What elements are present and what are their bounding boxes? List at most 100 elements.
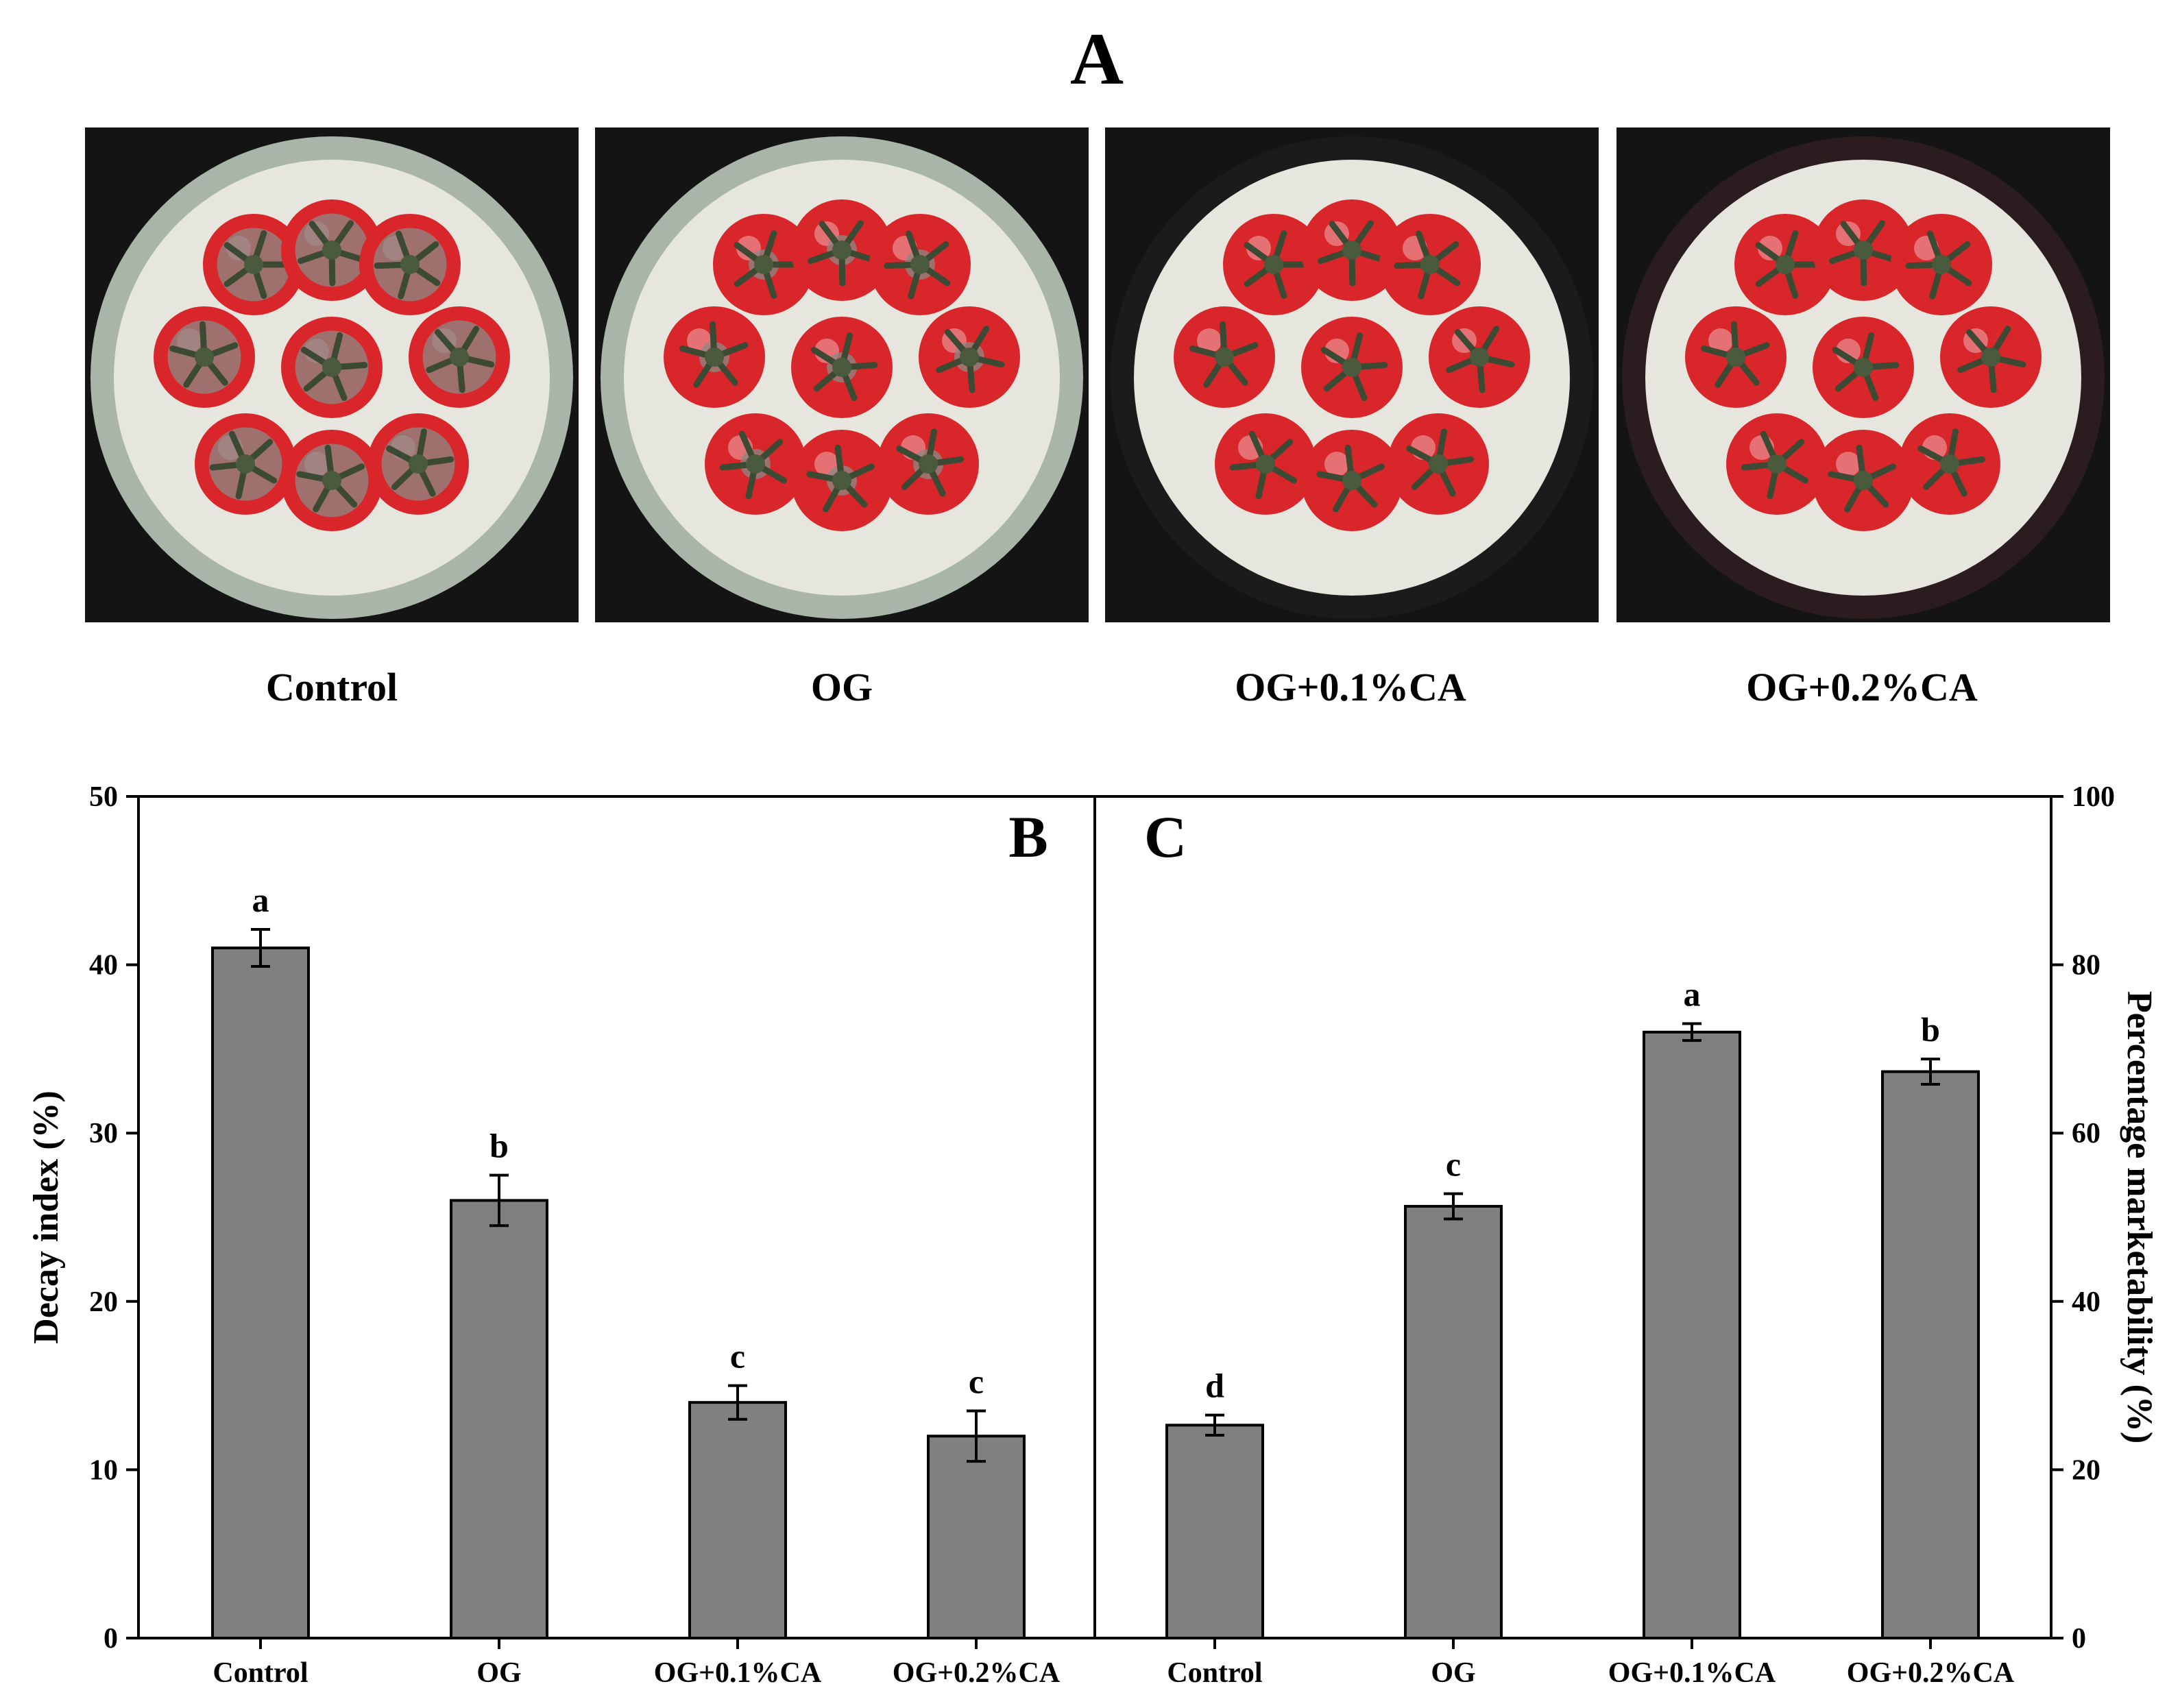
tomato [154, 306, 255, 408]
tomato [409, 306, 510, 408]
calyx [1316, 444, 1385, 513]
tomato [664, 306, 765, 408]
calyx-center [705, 347, 724, 367]
significance-letter: d [1205, 1367, 1224, 1405]
right-y-axis-title: Percentage marketability (%) [2120, 991, 2159, 1443]
calyx [806, 444, 875, 513]
panel-c-bars: d Control c OG a OG+0.1%CA b OG+0.2%CA [1165, 975, 2015, 1689]
tomato-highlight [1197, 328, 1222, 353]
bar-group-b-og-0-2-ca: c OG+0.2%CA [893, 1362, 1061, 1689]
tomato [705, 413, 806, 515]
calyx [1832, 332, 1900, 402]
panel-b-letter: B [1008, 804, 1047, 870]
x-tick-label: OG+0.1%CA [654, 1657, 822, 1689]
bar-group-b-og: b OG [450, 1127, 548, 1689]
tomato [1388, 413, 1489, 515]
calyx [719, 430, 788, 500]
calyx-center [450, 347, 469, 367]
tomato [713, 214, 814, 315]
y-tick-label: 20 [2072, 1454, 2100, 1486]
x-tick-label: OG+0.1%CA [1608, 1657, 1776, 1689]
x-tick-label: OG+0.2%CA [893, 1657, 1061, 1689]
calyx [1320, 332, 1388, 402]
panel-a-letter: A [1070, 19, 1124, 100]
calyx [298, 220, 367, 286]
tomato [281, 317, 383, 418]
x-tick-label: OG [476, 1657, 521, 1689]
calyx [1828, 444, 1897, 513]
bar-og-0-1-ca [688, 1401, 787, 1640]
calyx-center [322, 471, 341, 490]
y-tick-label: 30 [89, 1118, 118, 1149]
x-tick-label: Control [213, 1657, 308, 1689]
calyx-center [400, 255, 420, 274]
calyx-center [746, 454, 765, 474]
calyx [1741, 430, 1809, 500]
tomato [1813, 199, 1914, 301]
y-tick-label: 10 [89, 1454, 118, 1486]
calyx [1229, 430, 1298, 500]
tomato [1891, 214, 1992, 315]
tomato [1301, 199, 1403, 301]
calyx-center [322, 358, 341, 377]
calyx-center [1342, 471, 1361, 490]
calyx [300, 332, 368, 402]
tomato [281, 199, 383, 301]
bar-group-b-control: a Control [211, 881, 310, 1689]
calyx [1755, 230, 1821, 300]
tomato [1726, 413, 1828, 515]
photo-og [595, 127, 1089, 622]
calyx [1244, 230, 1310, 300]
photo-og-0-2-ca [1616, 127, 2110, 622]
y-tick-label: 40 [89, 950, 118, 981]
bar-control [1165, 1424, 1264, 1639]
tomato [281, 430, 383, 531]
calyx-center [832, 358, 851, 377]
calyx-center [1776, 255, 1795, 274]
tomato [203, 214, 304, 315]
x-tick-label: Control [1167, 1657, 1262, 1689]
calyx-center [1215, 347, 1234, 367]
calyx-center [754, 255, 773, 274]
tomato [1301, 317, 1403, 418]
calyx [169, 321, 239, 388]
calyx [1394, 230, 1461, 300]
left-y-axis-title: Decay index (%) [27, 1090, 66, 1344]
calyx [1446, 326, 1515, 393]
significance-letter: a [1684, 975, 1701, 1014]
y-tick-label: 100 [2072, 781, 2115, 813]
tomato [1301, 430, 1403, 531]
calyx [896, 428, 965, 497]
calyx-center [1854, 471, 1873, 490]
calyx-center [1256, 454, 1275, 474]
calyx-center [1420, 255, 1440, 274]
calyx-center [236, 454, 255, 474]
bar-og [450, 1199, 548, 1639]
bar-og-0-1-ca [1643, 1030, 1741, 1639]
calyx-center [1932, 255, 1951, 274]
bar-og-0-2-ca [927, 1435, 1026, 1640]
significance-letter: c [969, 1362, 984, 1400]
tomato [1685, 306, 1787, 408]
tomato [791, 317, 893, 418]
right-y-axis: 0 20 40 60 80 100 [2051, 781, 2115, 1655]
y-tick-label: 40 [2072, 1286, 2100, 1318]
bar-chart-area: B C Decay index (%) Percentage marketabi… [27, 781, 2159, 1689]
tomato [359, 214, 461, 315]
y-tick-label: 20 [89, 1286, 118, 1318]
y-tick-label: 0 [2072, 1623, 2086, 1655]
tomato [877, 413, 979, 515]
calyx [1318, 220, 1387, 286]
calyx-center [1854, 358, 1873, 377]
calyx [209, 430, 278, 500]
calyx [679, 321, 749, 388]
calyx-center [1470, 347, 1489, 367]
calyx-center [919, 454, 938, 474]
calyx-center [910, 255, 930, 274]
tomato-highlight [1708, 328, 1733, 353]
tomato [1813, 317, 1914, 418]
tomato-highlight [1324, 452, 1349, 476]
photo-label-og-0-1-ca: OG+0.1%CA [1235, 665, 1466, 709]
significance-letter: c [1446, 1145, 1461, 1184]
